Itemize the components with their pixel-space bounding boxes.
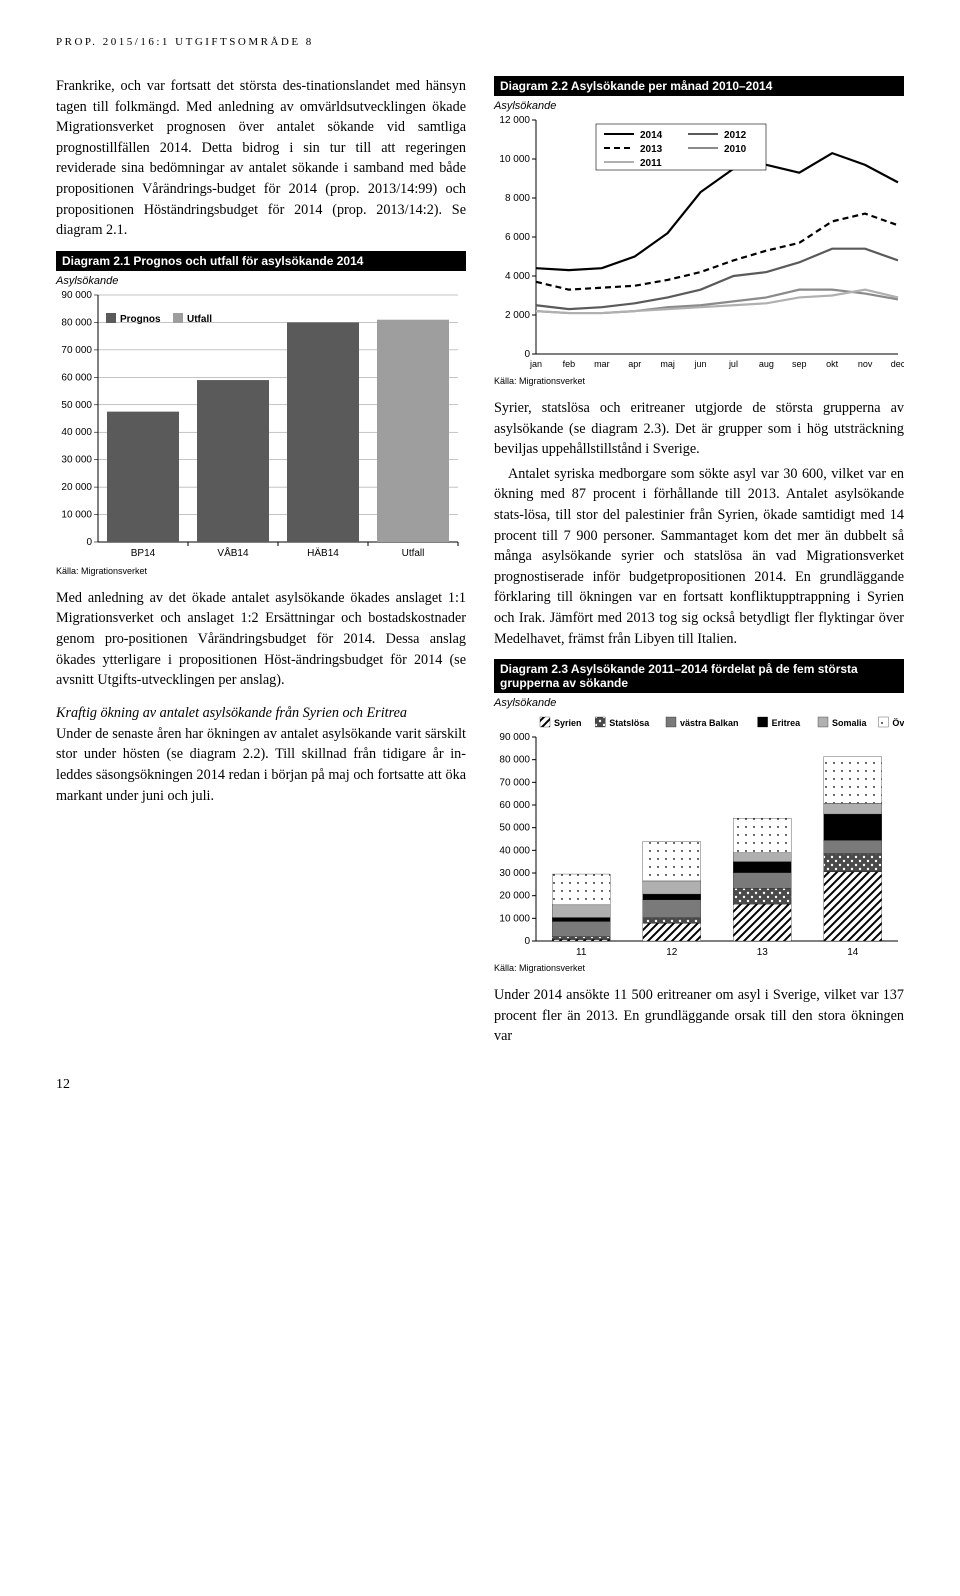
svg-text:feb: feb xyxy=(563,359,576,369)
paragraph: Frankrike, och var fortsatt det största … xyxy=(56,76,466,241)
diagram-2-2-chart: 02 0004 0006 0008 00010 00012 000janfebm… xyxy=(494,114,904,374)
diagram-2-2-source: Källa: Migrationsverket xyxy=(494,376,904,386)
svg-text:aug: aug xyxy=(759,359,774,369)
diagram-2-3-subtitle: Asylsökande xyxy=(494,697,904,709)
svg-text:0: 0 xyxy=(524,936,530,947)
svg-text:jan: jan xyxy=(529,359,542,369)
svg-text:Utfall: Utfall xyxy=(187,314,212,325)
paragraph: Med anledning av det ökade antalet asyls… xyxy=(56,588,466,691)
svg-text:20 000: 20 000 xyxy=(61,482,92,493)
svg-text:mar: mar xyxy=(594,359,610,369)
paragraph: Under 2014 ansökte 11 500 eritreaner om … xyxy=(494,985,904,1047)
svg-text:80 000: 80 000 xyxy=(61,317,92,328)
svg-text:nov: nov xyxy=(858,359,873,369)
svg-text:västra Balkan: västra Balkan xyxy=(680,718,739,728)
diagram-2-2-subtitle: Asylsökande xyxy=(494,100,904,112)
svg-text:50 000: 50 000 xyxy=(499,823,530,834)
diagram-2-1-subtitle: Asylsökande xyxy=(56,275,466,287)
svg-text:2 000: 2 000 xyxy=(505,310,530,321)
svg-text:8 000: 8 000 xyxy=(505,193,530,204)
svg-text:20 000: 20 000 xyxy=(499,891,530,902)
svg-text:13: 13 xyxy=(757,947,769,958)
document-header: PROP. 2015/16:1 UTGIFTSOMRÅDE 8 xyxy=(56,36,904,48)
svg-text:10 000: 10 000 xyxy=(499,913,530,924)
svg-text:12: 12 xyxy=(666,947,678,958)
svg-text:90 000: 90 000 xyxy=(61,290,92,301)
svg-text:11: 11 xyxy=(576,947,587,958)
left-column: Frankrike, och var fortsatt det största … xyxy=(56,76,466,1051)
svg-text:6 000: 6 000 xyxy=(505,232,530,243)
diagram-2-1-chart: 0 10 000 20 000 30 000 40 000 50 000 60 000 70 … xyxy=(56,289,466,564)
svg-text:Statslösa: Statslösa xyxy=(609,718,650,728)
svg-text:70 000: 70 000 xyxy=(61,345,92,356)
svg-text:Övriga: Övriga xyxy=(892,718,904,728)
svg-text:40 000: 40 000 xyxy=(499,845,530,856)
svg-text:jul: jul xyxy=(728,359,738,369)
svg-text:2010: 2010 xyxy=(724,144,747,155)
diagram-2-3-source: Källa: Migrationsverket xyxy=(494,963,904,973)
diagram-2-3-chart: 0 10 000 20 000 30 000 40 000 50 000 60 000 70 … xyxy=(494,711,904,961)
page-number: 12 xyxy=(56,1077,904,1093)
svg-text:60 000: 60 000 xyxy=(61,372,92,383)
paragraph: Under de senaste åren har ökningen av an… xyxy=(56,724,466,806)
svg-text:dec: dec xyxy=(891,359,904,369)
svg-text:10 000: 10 000 xyxy=(61,509,92,520)
svg-text:4 000: 4 000 xyxy=(505,271,530,282)
right-column: Diagram 2.2 Asylsökande per månad 2010–2… xyxy=(494,76,904,1051)
svg-text:14: 14 xyxy=(847,947,859,958)
diagram-2-1-title: Diagram 2.1 Prognos och utfall för asyls… xyxy=(56,251,466,271)
svg-text:50 000: 50 000 xyxy=(61,400,92,411)
svg-text:Somalia: Somalia xyxy=(832,718,868,728)
diagram-2-1-source: Källa: Migrationsverket xyxy=(56,566,466,576)
svg-text:70 000: 70 000 xyxy=(499,777,530,788)
svg-text:jun: jun xyxy=(694,359,707,369)
paragraph: Antalet syriska medborgare som sökte asy… xyxy=(494,464,904,649)
svg-text:80 000: 80 000 xyxy=(499,755,530,766)
svg-text:30 000: 30 000 xyxy=(61,454,92,465)
svg-text:HÄB14: HÄB14 xyxy=(307,547,339,559)
svg-text:30 000: 30 000 xyxy=(499,868,530,879)
two-column-layout: Frankrike, och var fortsatt det största … xyxy=(56,76,904,1051)
svg-text:60 000: 60 000 xyxy=(499,800,530,811)
svg-text:2012: 2012 xyxy=(724,130,747,141)
svg-text:Prognos: Prognos xyxy=(120,314,161,325)
svg-text:VÅB14: VÅB14 xyxy=(217,546,249,559)
svg-text:10 000: 10 000 xyxy=(499,154,530,165)
svg-text:0: 0 xyxy=(86,537,92,548)
svg-text:40 000: 40 000 xyxy=(61,427,92,438)
svg-text:2013: 2013 xyxy=(640,144,663,155)
italic-subheading: Kraftig ökning av antalet asylsökande fr… xyxy=(56,705,466,722)
svg-text:90 000: 90 000 xyxy=(499,732,530,743)
paragraph: Syrier, statslösa och eritreaner utgjord… xyxy=(494,398,904,460)
svg-text:2014: 2014 xyxy=(640,130,663,141)
svg-text:Eritrea: Eritrea xyxy=(772,718,802,728)
svg-text:Utfall: Utfall xyxy=(402,548,425,559)
svg-text:2011: 2011 xyxy=(640,158,662,169)
svg-text:BP14: BP14 xyxy=(131,548,156,559)
svg-text:sep: sep xyxy=(792,359,807,369)
svg-text:apr: apr xyxy=(628,359,641,369)
svg-text:maj: maj xyxy=(660,359,675,369)
svg-text:okt: okt xyxy=(826,359,839,369)
diagram-2-2-title: Diagram 2.2 Asylsökande per månad 2010–2… xyxy=(494,76,904,96)
svg-text:12 000: 12 000 xyxy=(499,115,530,126)
svg-text:Syrien: Syrien xyxy=(554,718,582,728)
diagram-2-3-title: Diagram 2.3 Asylsökande 2011–2014 fördel… xyxy=(494,659,904,693)
